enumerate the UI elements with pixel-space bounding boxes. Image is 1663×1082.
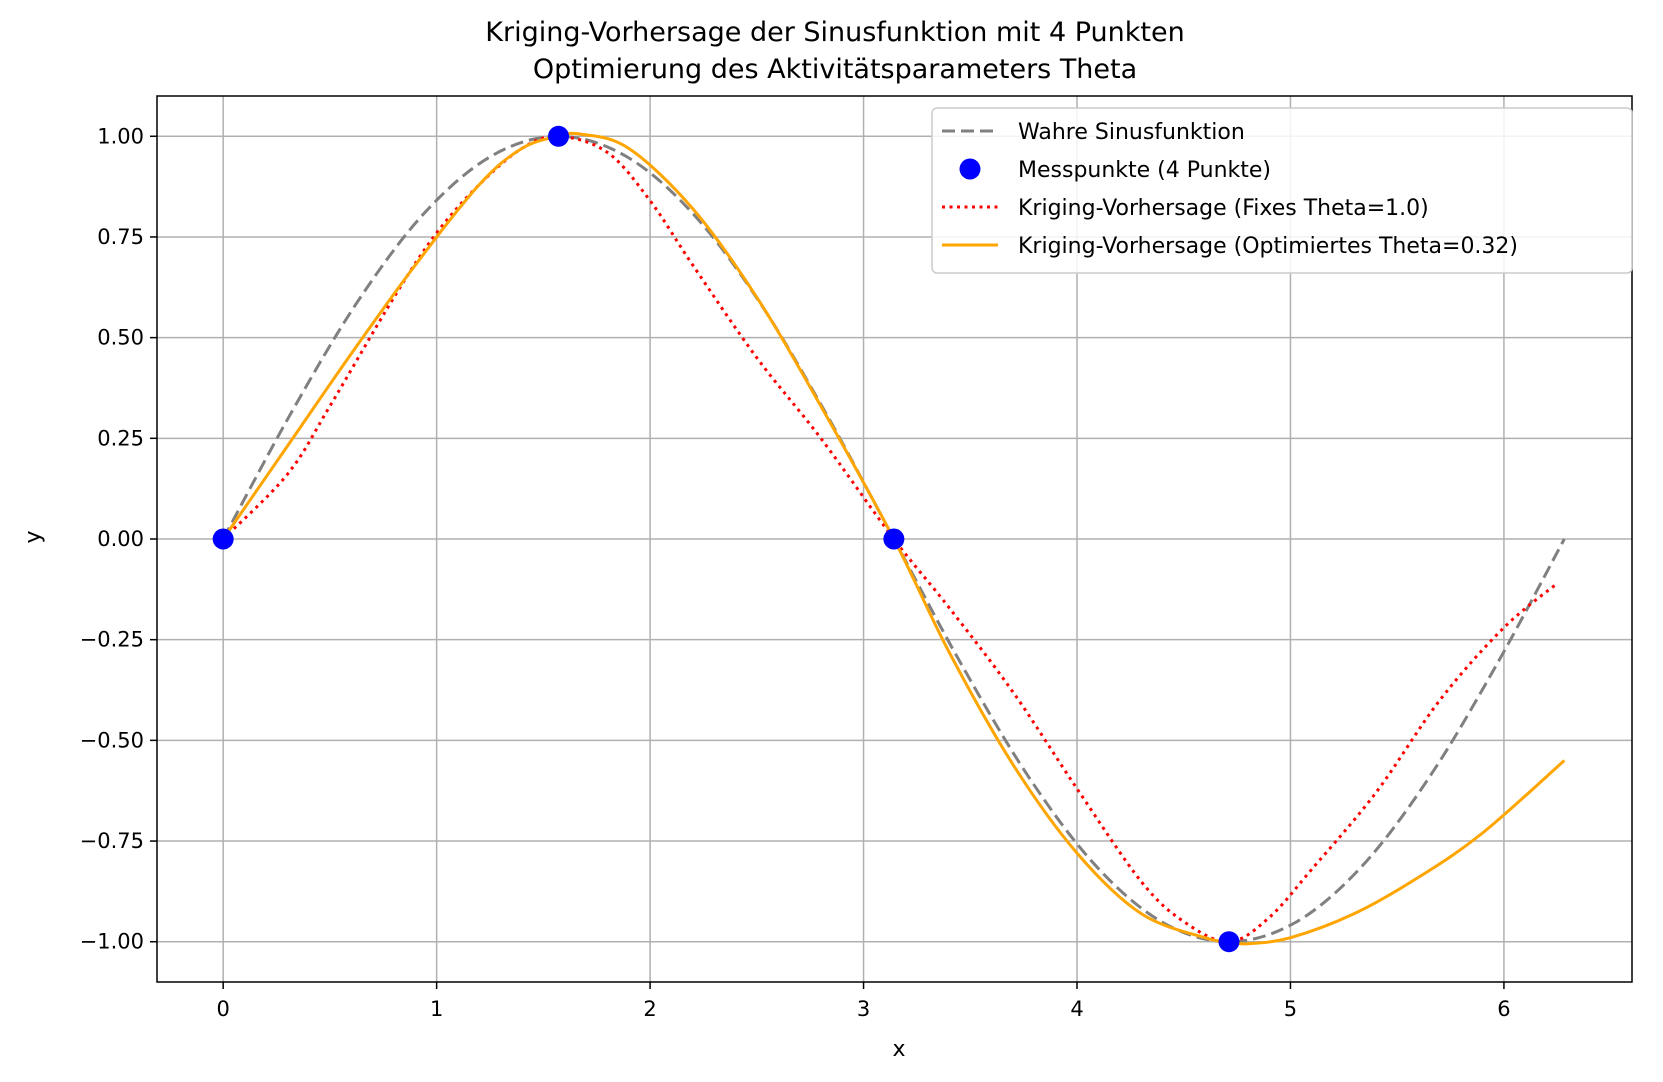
measurement-point xyxy=(883,528,905,550)
chart-title-line2: Optimierung des Aktivitätsparameters The… xyxy=(533,54,1137,85)
y-tick-label: −0.25 xyxy=(80,628,144,652)
y-axis-ticks: 1.00 0.75 0.50 0.25 0.00 −0.25 −0.50 −0.75 −1.00 xyxy=(80,124,157,954)
kriging-fixed-theta-series xyxy=(222,134,1559,944)
measurement-point xyxy=(548,125,570,147)
x-tick-label: 4 xyxy=(1070,997,1083,1021)
y-tick-label: −0.75 xyxy=(80,829,144,853)
plot-series xyxy=(212,125,1566,953)
plot-area-frame xyxy=(156,95,1633,983)
x-tick-label: 3 xyxy=(857,997,870,1021)
chart-title-line1: Kriging-Vorhersage der Sinusfunktion mit… xyxy=(485,17,1184,48)
measurement-point xyxy=(1218,931,1240,953)
y-tick-label: 1.00 xyxy=(97,124,144,148)
y-tick-label: −0.50 xyxy=(80,728,144,752)
legend-box xyxy=(931,107,1633,274)
legend-marker xyxy=(959,158,981,180)
x-tick-label: 0 xyxy=(216,997,229,1021)
y-tick-label: 0.75 xyxy=(97,225,144,249)
measurement-points-series xyxy=(212,125,1240,953)
legend-label: Kriging-Vorhersage (Fixes Theta=1.0) xyxy=(1018,196,1429,221)
x-tick-label: 6 xyxy=(1497,997,1510,1021)
legend-label: Kriging-Vorhersage (Optimiertes Theta=0.… xyxy=(1018,234,1518,259)
y-tick-label: 0.50 xyxy=(97,326,144,350)
x-axis-label: x xyxy=(892,1037,905,1062)
x-axis-ticks: 0 1 2 3 4 5 6 xyxy=(216,982,1511,1021)
y-tick-label: 0.00 xyxy=(97,527,144,551)
x-tick-label: 1 xyxy=(430,997,443,1021)
measurement-point xyxy=(212,528,234,550)
legend-label: Messpunkte (4 Punkte) xyxy=(1018,158,1271,183)
x-tick-label: 5 xyxy=(1284,997,1297,1021)
legend: Wahre Sinusfunktion Messpunkte (4 Punkte)… xyxy=(931,107,1633,274)
y-axis-label: y xyxy=(21,530,46,543)
y-tick-label: 0.25 xyxy=(97,426,144,450)
x-tick-label: 2 xyxy=(643,997,656,1021)
y-tick-label: −1.00 xyxy=(80,930,144,954)
kriging-optimized-theta-series xyxy=(221,131,1566,946)
legend-label: Wahre Sinusfunktion xyxy=(1018,120,1245,145)
